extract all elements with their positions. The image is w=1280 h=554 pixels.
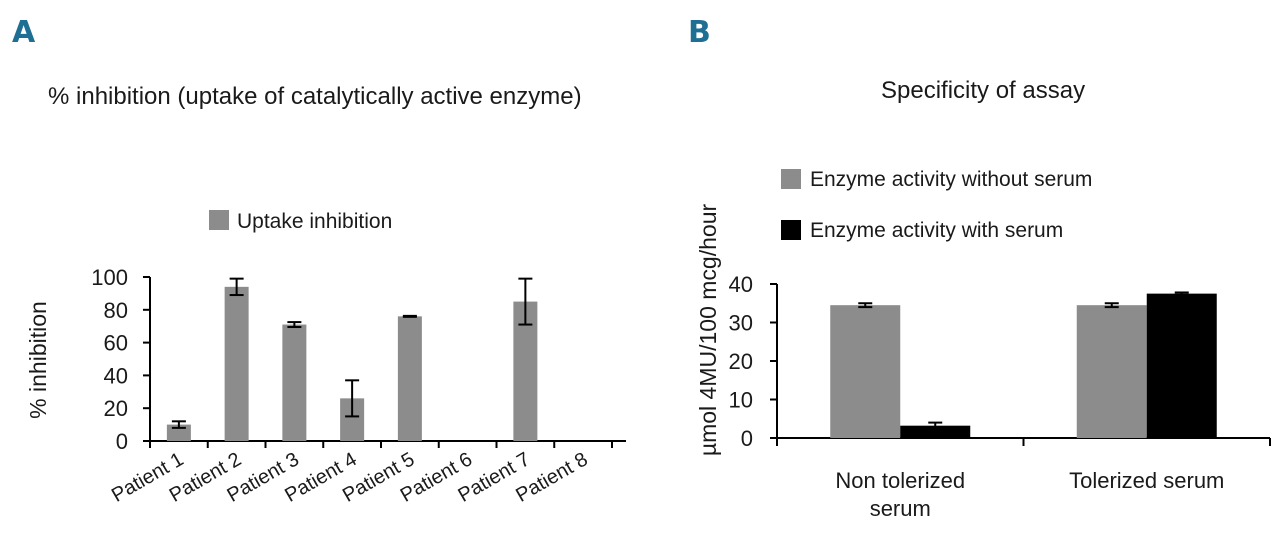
panel-a-bar — [224, 286, 249, 441]
panel-a-y-axis-label: % inhibition — [25, 301, 51, 419]
panel-a-bar — [282, 324, 307, 441]
panel-b-y-tick-label: 40 — [729, 272, 753, 297]
panel-a-y-tick-label: 40 — [104, 363, 128, 388]
panel-b-bar — [900, 425, 971, 438]
panel-b-letter: B — [688, 15, 711, 50]
panel-a-letter: A — [12, 15, 36, 50]
panel-a-y-tick-label: 60 — [104, 331, 128, 356]
panel-b-legend-label-with: Enzyme activity with serum — [810, 219, 1063, 242]
panel-a-legend-label: Uptake inhibition — [237, 210, 392, 233]
panel-a-legend-swatch — [209, 210, 229, 230]
panel-a-title: % inhibition (uptake of catalytically ac… — [48, 83, 582, 110]
panel-a-y-tick-label: 80 — [104, 298, 128, 323]
panel-b-bar — [830, 305, 901, 438]
panel-b-x-tick-label: Non tolerized serum — [835, 468, 965, 521]
panel-a-y-tick-label: 20 — [104, 396, 128, 421]
panel-b-legend-label-without: Enzyme activity without serum — [810, 168, 1092, 191]
panel-b-y-tick-label: 10 — [729, 388, 753, 413]
panel-b-bar — [1146, 293, 1217, 438]
panel-b-title: Specificity of assay — [881, 77, 1085, 104]
panel-a-bar — [397, 316, 422, 441]
panel-b-legend-swatch-with — [781, 220, 801, 240]
panel-b-y-axis-label: µmol 4MU/100 mcg/hour — [695, 204, 721, 457]
panel-b-x-tick-label: Tolerized serum — [1069, 468, 1224, 493]
panel-b-y-tick-label: 20 — [729, 349, 753, 374]
panel-b-legend-swatch-without — [781, 169, 801, 189]
panel-a-y-tick-label: 100 — [91, 265, 128, 290]
panel-b-y-tick-label: 30 — [729, 311, 753, 336]
panel-b-plot: 0 10 20 30 40 Non tolerized serum Tolerized ser… — [729, 272, 1271, 521]
panel-a-y-tick-label: 0 — [116, 429, 128, 454]
panel-b-bar — [1076, 305, 1147, 438]
panel-b-y-tick-label: 0 — [741, 426, 753, 451]
